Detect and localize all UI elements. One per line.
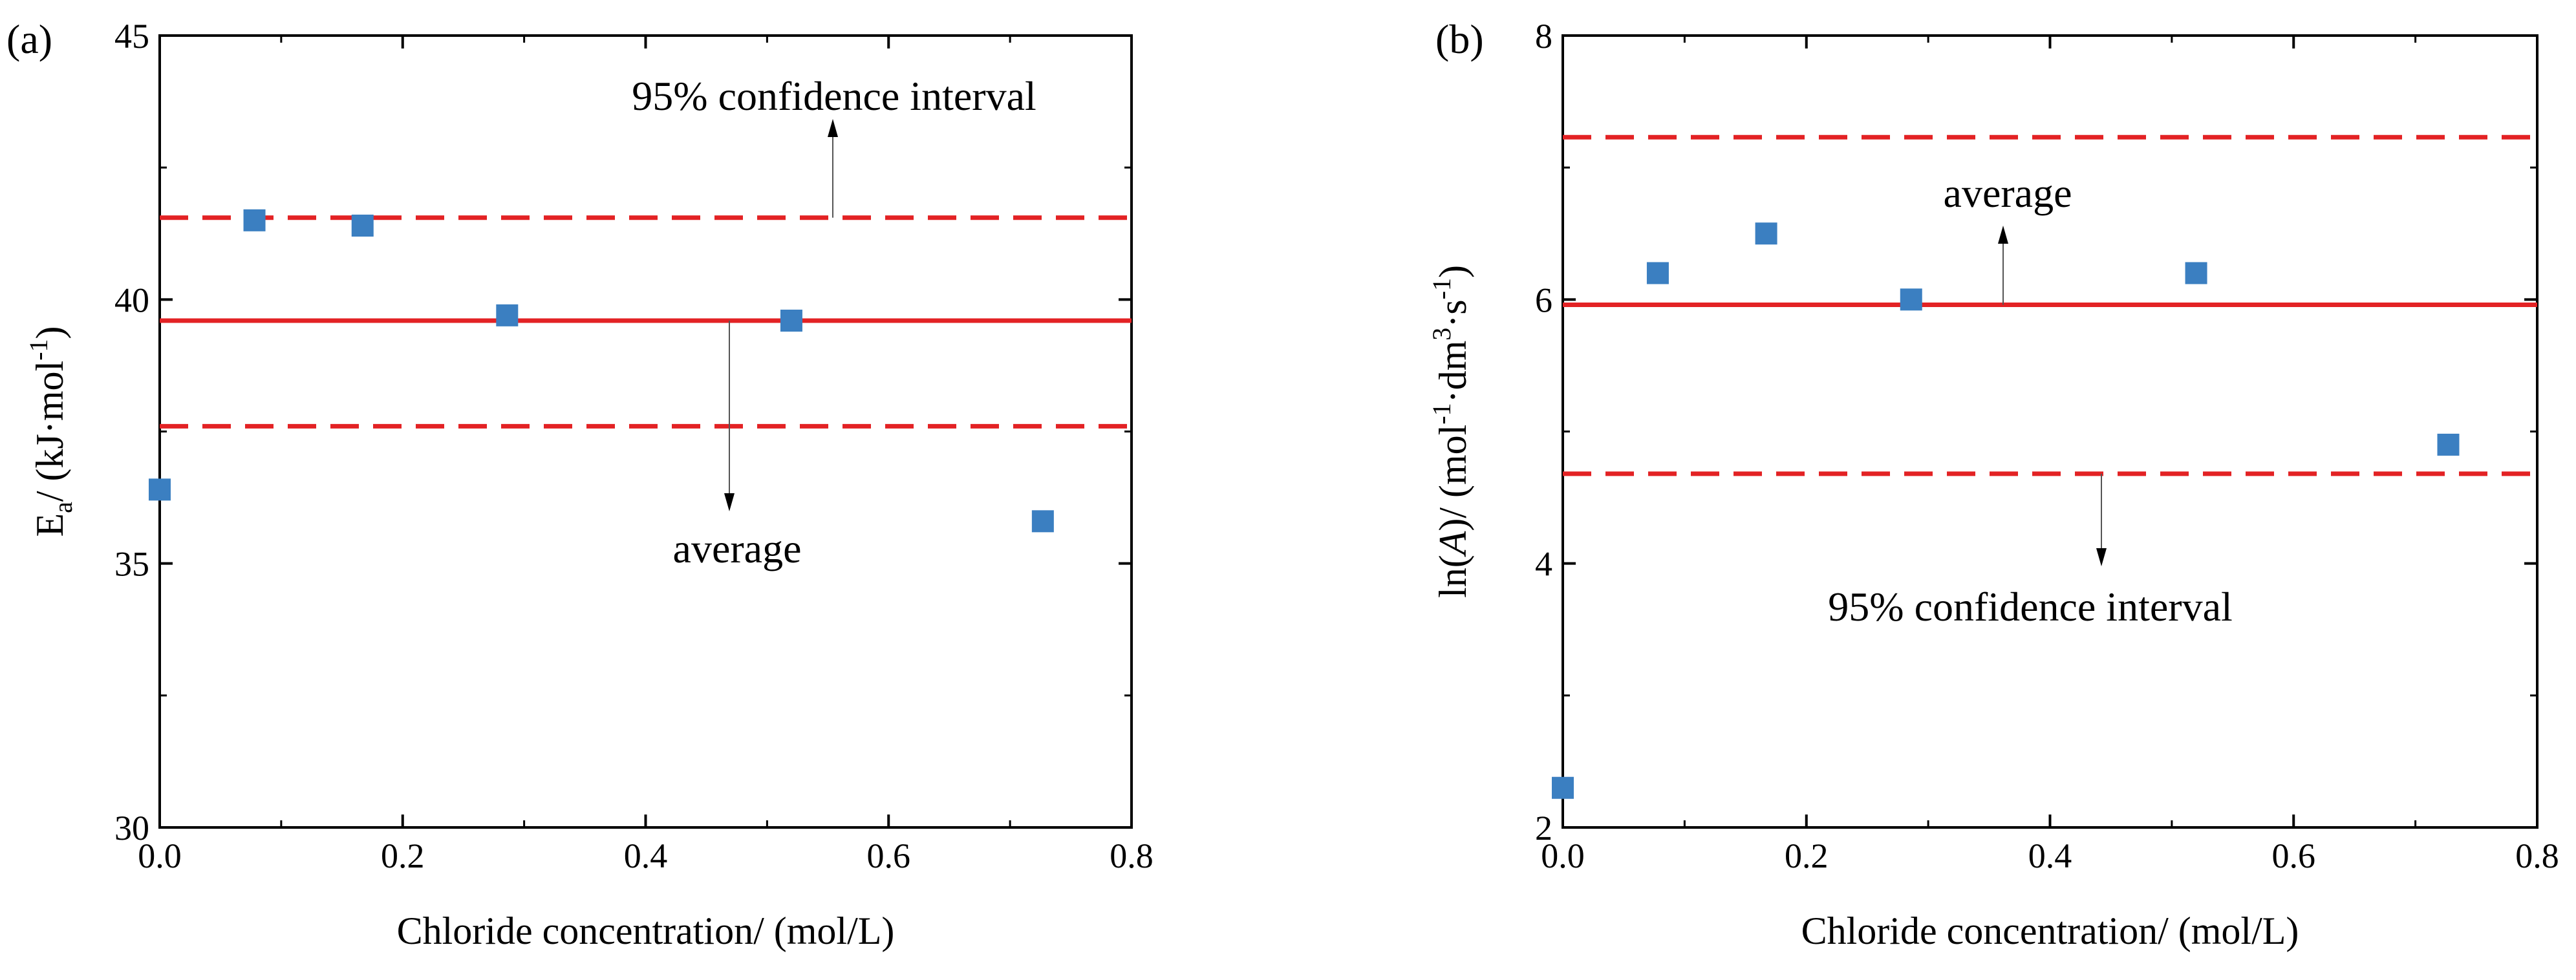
x-tick-label: 0.0: [1541, 836, 1585, 875]
x-tick-label: 0.6: [2272, 836, 2316, 875]
y-tick-label: 30: [114, 809, 149, 847]
panel-b: (b) 0.0 0.2 0.4 0.6 0.8 2 4 6 8 95% confidence …: [1427, 16, 2559, 952]
average-annotation-b: average: [1944, 170, 2072, 216]
data-point: [1031, 510, 1054, 533]
y-title-b-sup3: -1: [1427, 278, 1456, 299]
y-tick-label: 35: [114, 545, 149, 584]
data-points-a: [149, 209, 1054, 533]
y-tick-label: 40: [114, 281, 149, 319]
y-title-b-ital: A: [1432, 531, 1474, 557]
data-point: [2185, 262, 2207, 284]
x-ticks-b: 0.0 0.2 0.4 0.6 0.8: [1541, 36, 2559, 875]
annotation-arrow-head: [828, 119, 838, 137]
y-title-b-sup1: -1: [1427, 403, 1456, 424]
panel-label-a: (a): [6, 16, 52, 62]
x-tick-label: 0.0: [138, 836, 182, 875]
y-axis-title-b: ln(A)/ (mol-1·dm3·s-1): [1427, 265, 1474, 598]
plot-frame-a: [158, 34, 1133, 829]
annotation-arrow-head: [724, 493, 735, 511]
panel-a: (a) 0.0 0.2 0.4 0.6 0.8 30 35 40 45 95% confide…: [6, 16, 1154, 952]
data-point: [1552, 776, 1574, 799]
y-title-b-post: )/ (mol: [1432, 425, 1474, 531]
plot-frame-b: [1562, 34, 2538, 829]
y-tick-label: 4: [1535, 545, 1552, 584]
annotation-arrows-b: [1998, 226, 2107, 566]
y-tick-label: 45: [114, 17, 149, 56]
y-title-a-sup: -1: [24, 339, 53, 360]
y-title-a-unit-post: ): [28, 326, 71, 339]
x-tick-label: 0.4: [624, 836, 668, 875]
reference-lines-b: [1563, 134, 2537, 476]
data-point: [496, 304, 519, 326]
x-tick-label: 0.6: [867, 836, 911, 875]
x-tick-label: 0.8: [1110, 836, 1154, 875]
x-axis-title-a: Chloride concentration/ (mol/L): [397, 910, 895, 952]
y-tick-label: 2: [1535, 809, 1552, 847]
y-title-b-sup2: 3: [1427, 328, 1456, 341]
x-axis-title-b: Chloride concentration/ (mol/L): [1801, 910, 2299, 952]
y-title-a-sub: a: [48, 502, 78, 513]
y-title-b-pre: ln(: [1432, 555, 1474, 598]
data-point: [1646, 262, 1669, 284]
y-title-b-end: ): [1432, 265, 1474, 278]
annotation-arrow-head: [2096, 548, 2107, 566]
y-title-a-main: E: [28, 513, 71, 537]
y-tick-label: 8: [1535, 17, 1552, 56]
ci-annotation-b: 95% confidence interval: [1828, 584, 2233, 630]
data-point: [1900, 288, 1922, 311]
x-ticks-a: 0.0 0.2 0.4 0.6 0.8: [138, 36, 1154, 875]
y-title-b-mid1: ·dm: [1432, 341, 1474, 403]
y-axis-title-a: Ea/ (kJ·mol-1): [24, 326, 78, 537]
ci-annotation-a: 95% confidence interval: [632, 73, 1036, 119]
x-tick-label: 0.8: [2515, 836, 2559, 875]
data-points-b: [1552, 222, 2460, 799]
data-point: [2437, 433, 2460, 456]
y-ticks-a: 30 35 40 45: [114, 17, 1132, 847]
annotation-arrow-head: [1998, 226, 2008, 244]
data-point: [351, 215, 374, 237]
x-tick-label: 0.2: [1785, 836, 1829, 875]
y-ticks-b: 2 4 6 8: [1535, 17, 2537, 847]
x-tick-label: 0.2: [381, 836, 425, 875]
y-tick-label: 6: [1535, 281, 1552, 319]
annotation-arrows-a: [724, 119, 838, 511]
panel-label-b: (b): [1435, 16, 1484, 62]
data-point: [149, 478, 171, 501]
y-title-a-unit-pre: / (kJ·mol: [28, 361, 71, 502]
reference-lines-a: [160, 215, 1132, 429]
average-annotation-a: average: [673, 526, 802, 571]
data-point: [1755, 222, 1777, 245]
x-tick-label: 0.4: [2028, 836, 2072, 875]
data-point: [780, 310, 802, 332]
y-title-b-mid2: ·s: [1432, 299, 1474, 327]
data-point: [243, 209, 266, 231]
